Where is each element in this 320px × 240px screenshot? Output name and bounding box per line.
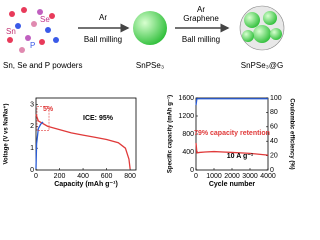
y-tick-label: 400	[182, 149, 194, 156]
y2-tick-label: 20	[270, 152, 278, 159]
y2-tick-label: 80	[270, 109, 278, 116]
y-tick-label: 1600	[178, 95, 194, 102]
x-tick-label: 800	[124, 173, 136, 180]
product: SnPSe₃@G	[241, 61, 284, 70]
x-tick-label: 200	[54, 173, 66, 180]
annotation: 79% capacity retention	[194, 130, 270, 137]
y-axis-label: Voltage (V vs Na/Na⁺)	[3, 103, 10, 164]
step-process: Ball milling	[182, 35, 220, 44]
x-tick-label: 2000	[224, 173, 240, 180]
caption: Sn, Se and P powders	[3, 61, 82, 70]
element-label: Sn	[6, 27, 16, 36]
annotation: 10 A g⁻¹	[227, 153, 254, 160]
step-gas: Ar	[99, 13, 107, 22]
y-tick-label: 0	[190, 167, 194, 174]
data-line	[35, 121, 44, 169]
y-tick-label: 1	[30, 145, 34, 152]
y-axis-label: Specific capacity (mAh g⁻¹)	[167, 95, 174, 173]
x-tick-label: 0	[34, 173, 38, 180]
x-axis-label: Cycle number	[209, 181, 256, 188]
x-axis-label: Capacity (mAh g⁻¹)	[54, 181, 118, 188]
data-line	[195, 98, 268, 106]
x-tick-label: 4000	[260, 173, 276, 180]
y-tick-label: 800	[182, 131, 194, 138]
x-tick-label: 1000	[206, 173, 222, 180]
y2-tick-label: 60	[270, 124, 278, 131]
step-gas: Ar	[197, 5, 205, 14]
annotation: ICE: 95%	[83, 115, 114, 122]
composite	[239, 5, 285, 51]
y-tick-label: 1200	[178, 113, 194, 120]
x-tick-label: 400	[77, 173, 89, 180]
sphere	[133, 11, 167, 45]
x-tick-label: 600	[101, 173, 113, 180]
y-tick-label: 3	[30, 101, 34, 108]
step-additive: Graphene	[183, 14, 219, 23]
y2-tick-label: 100	[270, 95, 282, 102]
element-label: P	[30, 41, 35, 50]
step-process: Ball milling	[84, 35, 122, 44]
y2-tick-label: 0	[270, 167, 274, 174]
powder-dots	[7, 7, 59, 53]
x-tick-label: 0	[194, 173, 198, 180]
y-tick-label: 2	[30, 123, 34, 130]
plot-frame	[35, 97, 137, 171]
annotation: 5%	[43, 106, 54, 113]
product: SnPSe₃	[136, 61, 164, 70]
highlight-box	[36, 106, 50, 132]
y2-axis-label: Coulombic efficiency (%)	[288, 98, 294, 169]
y2-tick-label: 40	[270, 138, 278, 145]
element-label: Se	[40, 15, 50, 24]
data-line	[195, 142, 269, 156]
figure: Se Sn P Sn, Se and P powders Ar Ball mil…	[3, 5, 295, 188]
y-tick-label: 0	[30, 167, 34, 174]
data-line	[35, 114, 131, 169]
x-tick-label: 3000	[242, 173, 258, 180]
